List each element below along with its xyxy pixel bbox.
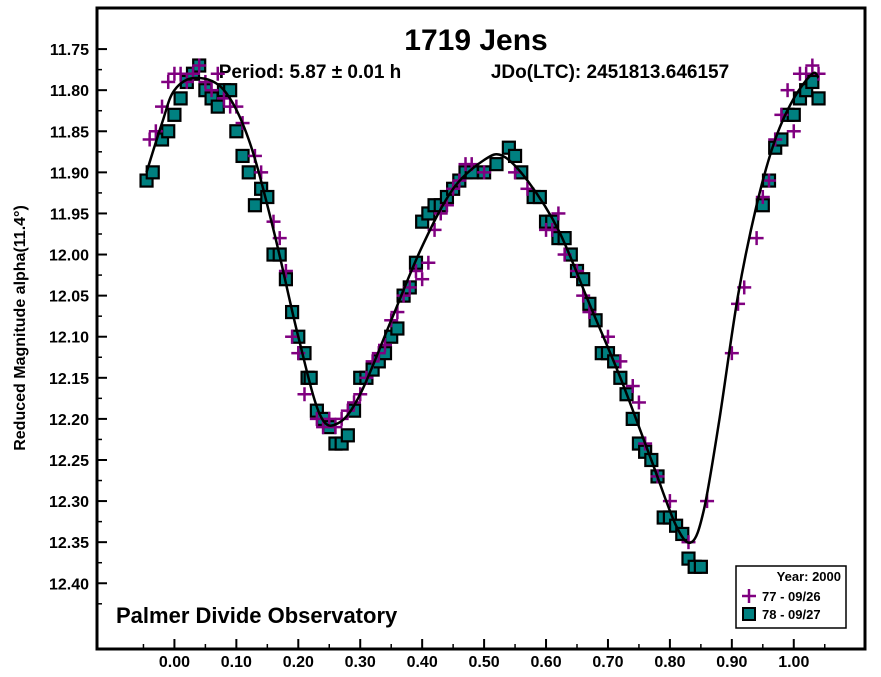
y-axis-label: Reduced Magnitude alpha(11.4°) <box>12 205 29 451</box>
point-77 <box>625 379 640 394</box>
observatory-label: Palmer Divide Observatory <box>116 603 398 628</box>
y-tick-label: 11.95 <box>50 206 89 223</box>
x-tick-label: 0.30 <box>345 654 376 671</box>
point-78 <box>161 124 176 139</box>
x-tick-label: 0.90 <box>716 654 747 671</box>
chart-title: 1719 Jens <box>404 24 547 57</box>
legend-entry-78: 78 - 09/27 <box>762 607 821 622</box>
x-tick-label: 0.80 <box>654 654 685 671</box>
point-78 <box>167 107 182 122</box>
point-78 <box>247 198 263 213</box>
y-tick-label: 11.80 <box>50 83 89 100</box>
point-78 <box>693 559 708 574</box>
x-tick-label: 0.50 <box>469 654 500 671</box>
point-77 <box>322 411 337 426</box>
chart-subtitle-period: Period: 5.87 ± 0.01 h <box>219 62 402 83</box>
y-tick-label: 11.85 <box>50 124 89 141</box>
point-78 <box>786 107 801 122</box>
point-78 <box>811 91 826 106</box>
y-tick-label: 12.00 <box>49 248 89 265</box>
chart-subtitle-epoch: JDo(LTC): 2451813.646157 <box>491 62 729 83</box>
legend-marker-78 <box>742 607 756 621</box>
x-tick-label: 0.70 <box>592 654 623 671</box>
point-77 <box>545 222 560 237</box>
y-tick-label: 12.40 <box>49 576 89 593</box>
point-77 <box>780 83 795 98</box>
point-77 <box>551 206 566 221</box>
point-77 <box>198 74 213 89</box>
point-77 <box>142 132 157 147</box>
point-77 <box>210 66 225 81</box>
y-tick-label: 12.35 <box>49 535 89 552</box>
point-77 <box>192 58 207 73</box>
legend-entry-77: 77 - 09/26 <box>762 589 821 604</box>
y-tick-label: 12.05 <box>49 289 89 306</box>
point-77 <box>724 346 739 361</box>
plot-frame <box>95 6 867 651</box>
x-tick-label: 0.10 <box>221 654 252 671</box>
y-tick-label: 11.90 <box>50 165 89 182</box>
legend-marker-77 <box>742 589 756 603</box>
point-77 <box>421 255 436 270</box>
point-78 <box>229 124 244 139</box>
point-77 <box>278 263 293 278</box>
fit-curve <box>145 71 820 545</box>
point-78 <box>805 74 820 90</box>
point-78 <box>235 148 250 164</box>
point-77 <box>161 74 176 89</box>
point-77 <box>173 66 188 81</box>
y-tick-label: 12.15 <box>49 371 89 388</box>
point-77 <box>762 173 776 188</box>
point-78 <box>390 321 405 336</box>
point-77 <box>415 272 430 287</box>
point-77 <box>477 165 492 180</box>
point-78 <box>173 91 188 106</box>
x-tick-label: 0.40 <box>407 654 438 671</box>
y-tick-label: 12.25 <box>49 453 89 470</box>
y-tick-label: 11.75 <box>50 42 89 59</box>
y-axis-ticks: 11.75 11.80 11.85 11.90 11.95 12.00 12.05 12.10… <box>49 42 107 605</box>
point-77 <box>786 124 801 139</box>
legend-title: Year: 2000 <box>777 569 841 584</box>
point-77 <box>631 395 646 410</box>
point-77 <box>297 387 312 402</box>
point-77 <box>285 329 300 344</box>
point-77 <box>613 354 628 369</box>
y-tick-label: 12.10 <box>49 330 89 347</box>
point-78 <box>210 99 225 114</box>
point-77 <box>204 83 219 98</box>
legend: Year: 2000 77 - 09/26 78 - 09/27 <box>735 565 847 629</box>
y-tick-label: 12.30 <box>49 494 89 511</box>
x-tick-label: 0.00 <box>159 654 190 671</box>
point-78 <box>340 428 355 443</box>
point-77 <box>328 420 343 435</box>
y-tick-label: 12.20 <box>49 412 89 429</box>
point-78 <box>507 148 523 164</box>
x-tick-label: 0.20 <box>283 654 314 671</box>
point-78 <box>241 165 256 180</box>
x-tick-label: 1.00 <box>778 654 809 671</box>
point-77 <box>334 411 349 426</box>
point-77 <box>749 231 764 246</box>
point-78 <box>489 157 504 172</box>
x-tick-label: 0.60 <box>530 654 561 671</box>
data-points <box>139 58 826 574</box>
x-axis-ticks: 0.00 0.10 0.20 0.30 0.40 0.50 0.60 0.70 0.80 0.90… <box>142 639 826 671</box>
point-77 <box>805 58 820 73</box>
